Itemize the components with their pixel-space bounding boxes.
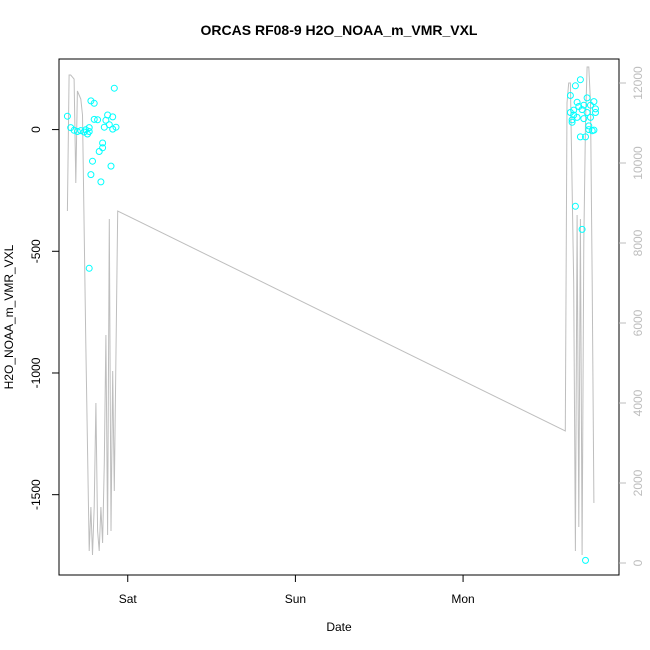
data-point — [90, 99, 98, 107]
data-point — [578, 225, 586, 233]
x-tick-label: Mon — [451, 592, 474, 606]
data-point — [583, 94, 591, 102]
data-point — [580, 101, 588, 109]
data-point — [110, 84, 118, 92]
data-point — [109, 113, 117, 121]
data-point — [576, 76, 584, 84]
data-point — [87, 171, 95, 179]
data-point — [590, 126, 598, 134]
left-y-tick-label: -1000 — [29, 357, 43, 388]
data-point — [592, 109, 599, 116]
data-point — [583, 109, 591, 116]
data-point — [90, 115, 98, 123]
data-point — [585, 126, 593, 134]
data-point — [571, 202, 579, 210]
right-y-tick-label: 2000 — [631, 469, 645, 496]
data-point — [105, 121, 113, 129]
data-point — [95, 148, 103, 155]
data-point — [85, 124, 93, 132]
plot-border — [58, 58, 620, 576]
x-tick-label: Sun — [285, 592, 306, 606]
right-y-tick-label: 8000 — [631, 229, 645, 256]
line-series — [66, 66, 595, 556]
right-y-tick-label: 0 — [631, 559, 645, 566]
x-axis: Sat Sun Mon — [119, 574, 475, 606]
data-point — [85, 264, 93, 272]
data-point — [107, 162, 115, 170]
data-point — [580, 115, 588, 123]
right-y-tick-label: 12000 — [631, 66, 645, 100]
data-point — [99, 144, 107, 152]
right-y-tick-label: 6000 — [631, 309, 645, 336]
right-y-tick-label: 4000 — [631, 389, 645, 416]
data-point — [77, 127, 85, 135]
data-point — [592, 105, 599, 113]
x-tick-label: Sat — [119, 592, 138, 606]
data-point — [80, 128, 88, 136]
data-point — [112, 123, 120, 131]
data-point — [85, 128, 93, 135]
data-point — [70, 126, 78, 134]
left-y-tick-label: 0 — [29, 126, 43, 133]
data-point — [570, 106, 578, 114]
data-point — [63, 112, 71, 120]
data-point — [585, 122, 593, 130]
chart-title: ORCAS RF08-9 H2O_NOAA_m_VMR_VXL — [201, 22, 478, 38]
y-axis-label: H2O_NOAA_m_VMR_VXL — [2, 244, 16, 389]
data-point — [94, 116, 102, 124]
data-point — [576, 133, 584, 141]
right-y-tick-label: 10000 — [631, 146, 645, 180]
series-line — [66, 66, 595, 556]
data-point — [571, 82, 579, 90]
data-point — [582, 556, 589, 564]
left-y-axis: 0 -500 -1000 -1500 — [29, 126, 59, 510]
data-point — [99, 139, 107, 147]
data-point — [73, 128, 81, 135]
data-point — [573, 113, 581, 121]
data-point — [582, 133, 589, 141]
left-y-tick-label: -1500 — [29, 479, 43, 510]
data-point — [578, 106, 586, 114]
data-point — [587, 113, 594, 121]
data-point — [566, 92, 574, 99]
right-y-axis: 0 2000 4000 6000 8000 10000 12000 — [619, 66, 645, 566]
x-axis-label: Date — [326, 620, 352, 634]
data-point — [89, 157, 96, 165]
data-point — [97, 178, 105, 186]
scatter-series — [63, 76, 599, 564]
data-point — [590, 98, 598, 106]
data-point — [573, 98, 581, 106]
left-y-tick-label: -500 — [29, 239, 43, 263]
data-point — [568, 118, 576, 126]
